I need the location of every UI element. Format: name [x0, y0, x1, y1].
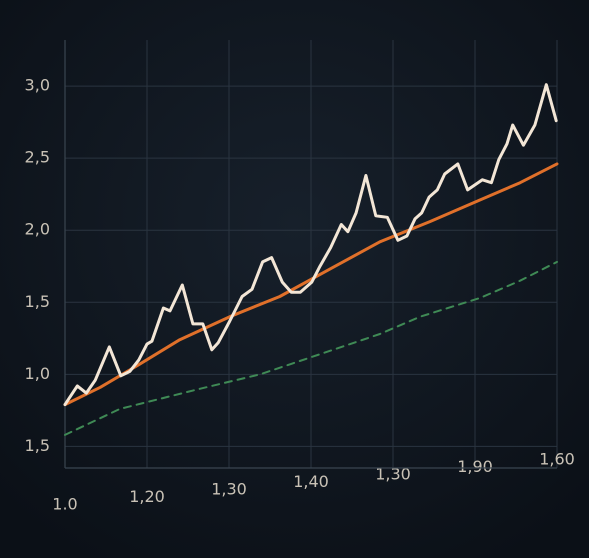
x-tick-label: 1.0: [52, 495, 77, 514]
y-tick-label: 3,0: [25, 76, 50, 95]
x-tick-label: 1,30: [375, 465, 411, 484]
x-tick-label: 1,30: [211, 480, 247, 499]
y-tick-label: 1,0: [25, 364, 50, 383]
data-line: [63, 83, 558, 407]
y-tick-label: 1,5: [25, 436, 50, 455]
data-line: [64, 260, 558, 436]
y-tick-label: 2,0: [25, 220, 50, 239]
y-tick-label: 1,5: [25, 292, 50, 311]
x-tick-label: 1,60: [539, 450, 575, 469]
y-tick-label: 2,5: [25, 148, 50, 167]
x-tick-label: 1,20: [129, 487, 165, 506]
x-tick-label: 1,90: [457, 457, 493, 476]
x-tick-label: 1,40: [293, 472, 329, 491]
